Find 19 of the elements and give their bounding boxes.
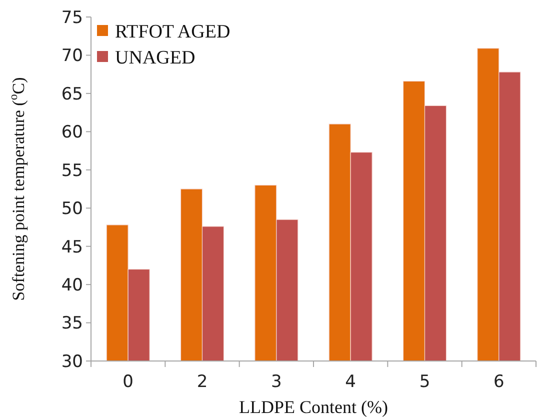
x-tick-label: 6: [494, 372, 504, 392]
y-tick-label: 55: [61, 160, 83, 181]
y-tick-label: 40: [61, 276, 83, 296]
y-tick-label: 45: [61, 237, 83, 258]
y-tick-label: 60: [61, 122, 83, 143]
y-tick-label: 30: [61, 352, 83, 372]
y-tick-label: 70: [61, 46, 83, 66]
x-tick-label: 3: [271, 372, 282, 392]
x-tick-label: 0: [122, 372, 134, 392]
y-tick-label: 50: [61, 199, 83, 220]
legend-label: UNAGED: [115, 48, 196, 69]
y-tick-label: 75: [61, 8, 83, 28]
x-tick-label: 2: [196, 372, 208, 392]
x-tick-label: 4: [345, 372, 356, 392]
y-tick-label: 35: [61, 314, 83, 334]
legend-label: RTFOT AGED: [115, 22, 230, 43]
y-tick-label: 65: [61, 84, 83, 104]
x-axis-title: LLDPE Content (%): [239, 397, 388, 417]
x-tick-label: 5: [419, 372, 430, 392]
